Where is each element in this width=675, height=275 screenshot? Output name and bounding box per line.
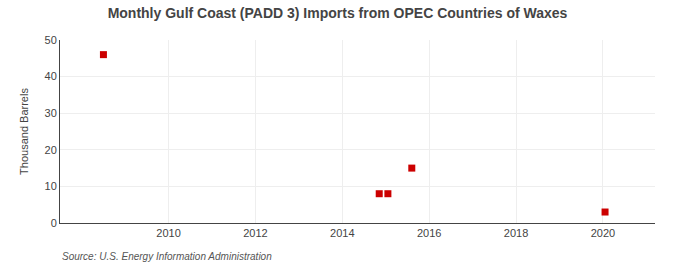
svg-text:0: 0 xyxy=(51,217,57,229)
svg-text:20: 20 xyxy=(45,144,57,156)
svg-text:2010: 2010 xyxy=(156,227,180,239)
svg-text:2012: 2012 xyxy=(243,227,267,239)
svg-text:Thousand Barrels: Thousand Barrels xyxy=(18,88,30,175)
svg-text:Source: U.S. Energy Informatio: Source: U.S. Energy Information Administ… xyxy=(62,251,272,262)
svg-text:2020: 2020 xyxy=(591,227,615,239)
svg-text:2014: 2014 xyxy=(330,227,354,239)
svg-text:Monthly Gulf Coast (PADD 3) Im: Monthly Gulf Coast (PADD 3) Imports from… xyxy=(108,5,568,21)
svg-text:50: 50 xyxy=(45,34,57,46)
svg-text:2018: 2018 xyxy=(504,227,528,239)
svg-text:2016: 2016 xyxy=(417,227,441,239)
svg-text:10: 10 xyxy=(45,180,57,192)
svg-text:30: 30 xyxy=(45,107,57,119)
svg-text:40: 40 xyxy=(45,70,57,82)
